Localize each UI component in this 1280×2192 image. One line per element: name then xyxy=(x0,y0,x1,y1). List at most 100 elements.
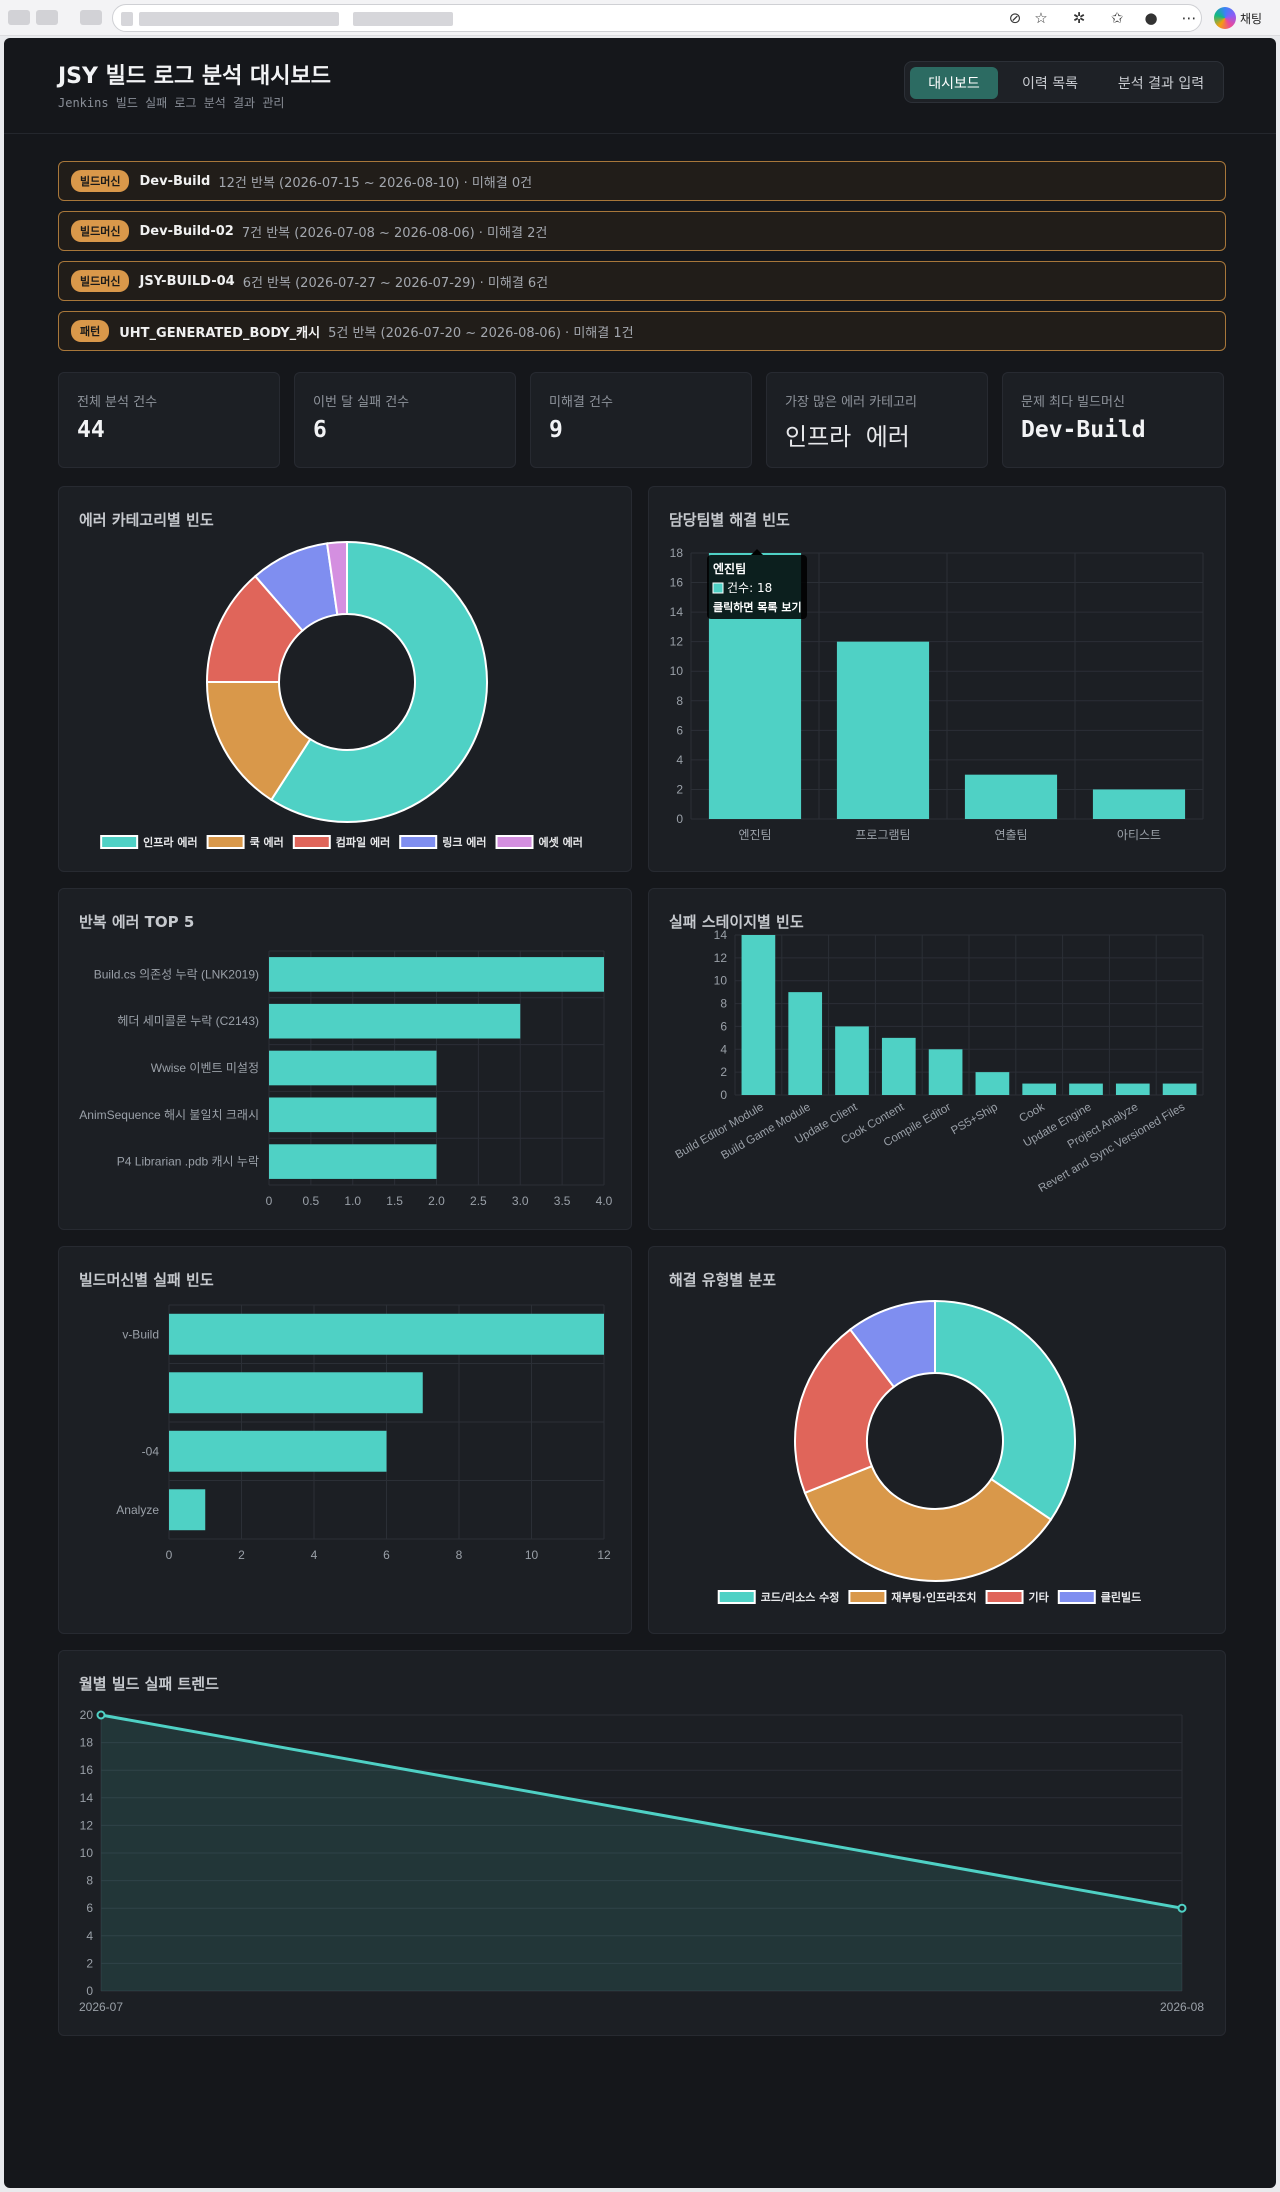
nav-history-button[interactable]: 이력 목록 xyxy=(1022,76,1078,92)
profile-avatar-icon[interactable]: ● xyxy=(1144,9,1158,27)
x-tick-label: 1.0 xyxy=(344,1194,361,1208)
repeat-alert[interactable]: 빌드머신 JSY-BUILD-04 6건 반복 (2026-07-27 ~ 20… xyxy=(58,261,1226,301)
extensions-icon[interactable]: ✲ xyxy=(1072,9,1086,27)
alert-badge: 빌드머신 xyxy=(71,170,130,192)
y-tick-label: 2 xyxy=(676,782,683,796)
y-tick-label: 20 xyxy=(80,1708,94,1722)
trend-area xyxy=(101,1715,1182,1991)
legend-swatch xyxy=(985,1590,1024,1604)
reload-button[interactable] xyxy=(80,10,102,25)
panel-title: 실패 스테이지별 빈도 xyxy=(669,913,804,931)
repeat-alert[interactable]: 빌드머신 Dev-Build-02 7건 반복 (2026-07-08 ~ 20… xyxy=(58,211,1226,251)
tooltip-value: 건수: 18 xyxy=(727,581,772,595)
x-tick-label: 1.5 xyxy=(386,1194,403,1208)
legend-swatch xyxy=(100,835,139,849)
bar xyxy=(975,1072,1010,1095)
y-tick-label: Build.cs 의존성 누락 (LNK2019) xyxy=(94,967,259,981)
category-donut-chart[interactable]: 인프라 에러 쿡 에러 컴파일 에러 링크 에러 에셋 에러 xyxy=(59,487,633,873)
x-tick-label: 6 xyxy=(383,1548,390,1562)
y-tick-label: 2 xyxy=(86,1956,93,1970)
stat-card-month: 이번 달 실패 건수 6 xyxy=(294,372,516,468)
bar xyxy=(836,641,930,819)
bar xyxy=(169,1313,604,1355)
legend-label: 컴파일 에러 xyxy=(336,835,390,849)
y-tick-label: 14 xyxy=(714,928,728,942)
alert-badge: 빌드머신 xyxy=(71,270,130,292)
browser-toolbar: ⊘ ☆ ✲ ✩ ● ⋯ 채팅 xyxy=(0,0,1280,36)
repeat-alert[interactable]: 빌드머신 Dev-Build 12건 반복 (2026-07-15 ~ 2026… xyxy=(58,161,1226,201)
alert-desc: 5건 반복 (2026-07-20 ~ 2026-08-06) · 미해결 1건 xyxy=(328,325,634,341)
donut-slice xyxy=(794,1328,896,1495)
donut-slice xyxy=(269,540,488,823)
machine-bar-chart[interactable]: 0 2 4 6 8 10 12 v-Build -04 Analyze xyxy=(59,1247,633,1635)
y-tick-label: 14 xyxy=(670,605,684,619)
tracking-icon[interactable]: ⊘ xyxy=(1008,9,1022,27)
stat-value: Dev-Build xyxy=(1021,417,1146,443)
bar xyxy=(1115,1083,1150,1095)
alert-name: Dev-Build-02 xyxy=(139,223,234,239)
favorites-icon[interactable]: ✩ xyxy=(1110,9,1124,27)
x-tick-label: 2.0 xyxy=(428,1194,445,1208)
y-tick-label: 0 xyxy=(720,1088,727,1102)
y-tick-label: 16 xyxy=(80,1763,94,1777)
nav-dashboard-button[interactable]: 대시보드 xyxy=(910,67,998,99)
donut-slice xyxy=(205,681,312,802)
x-tick-label: 0 xyxy=(166,1548,173,1562)
panel-title: 빌드머신별 실패 빈도 xyxy=(79,1271,214,1289)
bar xyxy=(881,1037,916,1095)
main-nav: 대시보드 이력 목록 분석 결과 입력 xyxy=(904,61,1224,103)
bar xyxy=(928,1049,963,1095)
trend-line-chart[interactable]: 0 2 4 6 8 10 12 14 16 18 20 2026-07 2026-08 xyxy=(59,1651,1227,2037)
stage-chart-panel: 실패 스테이지별 빈도 0 2 4 6 8 10 12 14 Build Editor Modu… xyxy=(648,888,1226,1230)
stat-value: 6 xyxy=(313,417,327,443)
legend-swatch xyxy=(717,1590,756,1604)
donut-slice xyxy=(848,1299,936,1389)
y-tick-label: 4 xyxy=(676,753,683,767)
bar xyxy=(269,1003,521,1039)
repeat-alert[interactable]: 패턴 UHT_GENERATED_BODY_캐시 5건 반복 (2026-07-… xyxy=(58,311,1226,351)
y-tick-label: 18 xyxy=(670,546,684,560)
tooltip-title: 엔진팀 xyxy=(713,561,746,576)
y-tick-label: v-Build xyxy=(122,1327,159,1341)
x-tick-label: 2026-08 xyxy=(1160,2000,1204,2014)
alert-desc: 6건 반복 (2026-07-27 ~ 2026-07-29) · 미해결 6건 xyxy=(242,275,549,291)
panel-title: 월별 빌드 실패 트렌드 xyxy=(79,1675,219,1693)
more-menu-icon[interactable]: ⋯ xyxy=(1181,9,1197,27)
legend-swatch xyxy=(1057,1590,1096,1604)
x-tick-label: 엔진팀 xyxy=(738,828,771,842)
y-tick-label: 10 xyxy=(714,974,728,988)
nav-input-button[interactable]: 분석 결과 입력 xyxy=(1117,76,1205,92)
tooltip-hint: 클릭하면 목록 보기 xyxy=(713,600,802,614)
panel-title: 에러 카테고리별 빈도 xyxy=(79,511,214,529)
resolution-donut-chart[interactable]: 코드/리소스 수정 재부팅·인프라조치 기타 클린빌드 xyxy=(649,1247,1227,1635)
top5-bar-chart[interactable]: 0 0.5 1.0 1.5 2.0 2.5 3.0 3.5 4.0 Build.cs 의존성 누락… xyxy=(59,889,633,1231)
y-tick-label: 6 xyxy=(676,723,683,737)
team-chart-panel: 담당팀별 해결 빈도 0 2 4 6 8 10 12 14 16 18 엔진팀 프로그램팀 연출팀 아티스… xyxy=(648,486,1226,872)
alert-desc: 7건 반복 (2026-07-08 ~ 2026-08-06) · 미해결 2건 xyxy=(241,225,548,241)
tooltip-box xyxy=(707,555,807,619)
chat-label[interactable]: 채팅 xyxy=(1240,12,1263,26)
legend-label: 기타 xyxy=(1029,1590,1050,1604)
y-tick-label: 4 xyxy=(720,1042,727,1056)
bar xyxy=(788,992,823,1095)
y-tick-label: 헤더 세미콜론 누락 (C2143) xyxy=(117,1014,259,1028)
y-tick-label: 12 xyxy=(80,1818,94,1832)
legend-swatch xyxy=(206,835,245,849)
y-tick-label: 18 xyxy=(80,1736,94,1750)
x-tick-label: 8 xyxy=(456,1548,463,1562)
address-bar[interactable] xyxy=(112,4,1202,32)
legend-label: 클린빌드 xyxy=(1101,1590,1141,1604)
y-tick-label: 8 xyxy=(676,694,683,708)
x-tick-label: Build Game Module xyxy=(719,1101,812,1162)
favorite-star-icon[interactable]: ☆ xyxy=(1034,9,1048,27)
stat-label: 가장 많은 에러 카테고리 xyxy=(785,395,917,410)
x-tick-label: 아티스트 xyxy=(1117,828,1161,842)
back-button[interactable] xyxy=(8,10,30,25)
panel-title: 해결 유형별 분포 xyxy=(669,1271,777,1289)
stat-card-total: 전체 분석 건수 44 xyxy=(58,372,280,468)
copilot-icon[interactable] xyxy=(1214,7,1236,29)
alert-badge: 빌드머신 xyxy=(71,220,130,242)
forward-button[interactable] xyxy=(36,10,58,25)
